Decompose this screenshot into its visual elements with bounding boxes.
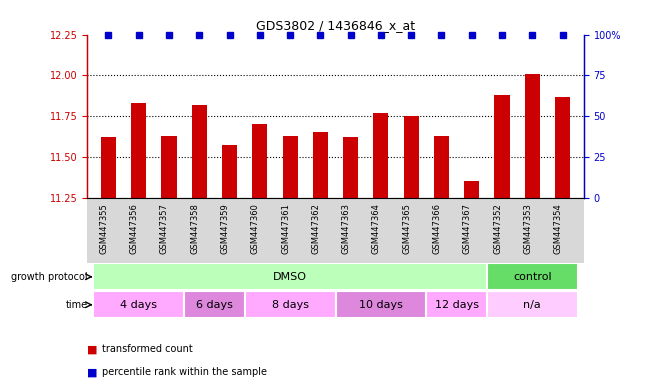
Bar xyxy=(555,96,570,198)
Text: GSM447362: GSM447362 xyxy=(311,203,320,254)
Text: GSM447363: GSM447363 xyxy=(342,203,351,254)
Bar xyxy=(313,132,328,198)
Bar xyxy=(404,116,419,198)
Text: GSM447354: GSM447354 xyxy=(554,203,562,253)
Bar xyxy=(245,291,336,318)
Text: 10 days: 10 days xyxy=(359,300,403,310)
Bar xyxy=(162,136,176,198)
Bar xyxy=(192,105,207,198)
Text: GSM447358: GSM447358 xyxy=(191,203,199,254)
Text: GSM447365: GSM447365 xyxy=(402,203,411,254)
Text: GSM447359: GSM447359 xyxy=(221,203,229,253)
Bar xyxy=(495,95,509,198)
Bar xyxy=(373,113,389,198)
Text: 6 days: 6 days xyxy=(196,300,233,310)
Bar xyxy=(525,74,540,198)
Text: GSM447364: GSM447364 xyxy=(372,203,381,254)
Bar xyxy=(343,137,358,198)
Text: GSM447360: GSM447360 xyxy=(251,203,260,254)
Text: 4 days: 4 days xyxy=(120,300,157,310)
Text: GSM447367: GSM447367 xyxy=(463,203,472,254)
Bar xyxy=(252,124,267,198)
Title: GDS3802 / 1436846_x_at: GDS3802 / 1436846_x_at xyxy=(256,19,415,32)
Bar xyxy=(434,136,449,198)
Text: n/a: n/a xyxy=(523,300,541,310)
Bar xyxy=(487,291,578,318)
Text: 8 days: 8 days xyxy=(272,300,309,310)
Text: GSM447366: GSM447366 xyxy=(433,203,442,254)
Text: ■: ■ xyxy=(87,367,98,377)
Text: GSM447361: GSM447361 xyxy=(281,203,290,254)
Bar xyxy=(282,136,298,198)
Bar xyxy=(93,263,487,290)
Bar xyxy=(222,146,237,198)
Bar xyxy=(487,263,578,290)
Text: GSM447356: GSM447356 xyxy=(130,203,139,254)
Bar xyxy=(93,291,184,318)
Text: GSM447352: GSM447352 xyxy=(493,203,502,253)
Text: ■: ■ xyxy=(87,344,98,354)
Text: GSM447357: GSM447357 xyxy=(160,203,169,254)
Text: GSM447355: GSM447355 xyxy=(99,203,109,253)
Text: transformed count: transformed count xyxy=(102,344,193,354)
Text: 12 days: 12 days xyxy=(435,300,478,310)
Text: GSM447353: GSM447353 xyxy=(523,203,532,254)
Text: DMSO: DMSO xyxy=(273,272,307,282)
Text: growth protocol: growth protocol xyxy=(11,272,88,282)
Bar xyxy=(426,291,487,318)
Text: time: time xyxy=(66,300,88,310)
Bar xyxy=(131,103,146,198)
Bar xyxy=(101,137,116,198)
Bar xyxy=(184,291,245,318)
Bar xyxy=(464,181,479,198)
Text: percentile rank within the sample: percentile rank within the sample xyxy=(102,367,267,377)
Text: control: control xyxy=(513,272,552,282)
Bar xyxy=(336,291,426,318)
